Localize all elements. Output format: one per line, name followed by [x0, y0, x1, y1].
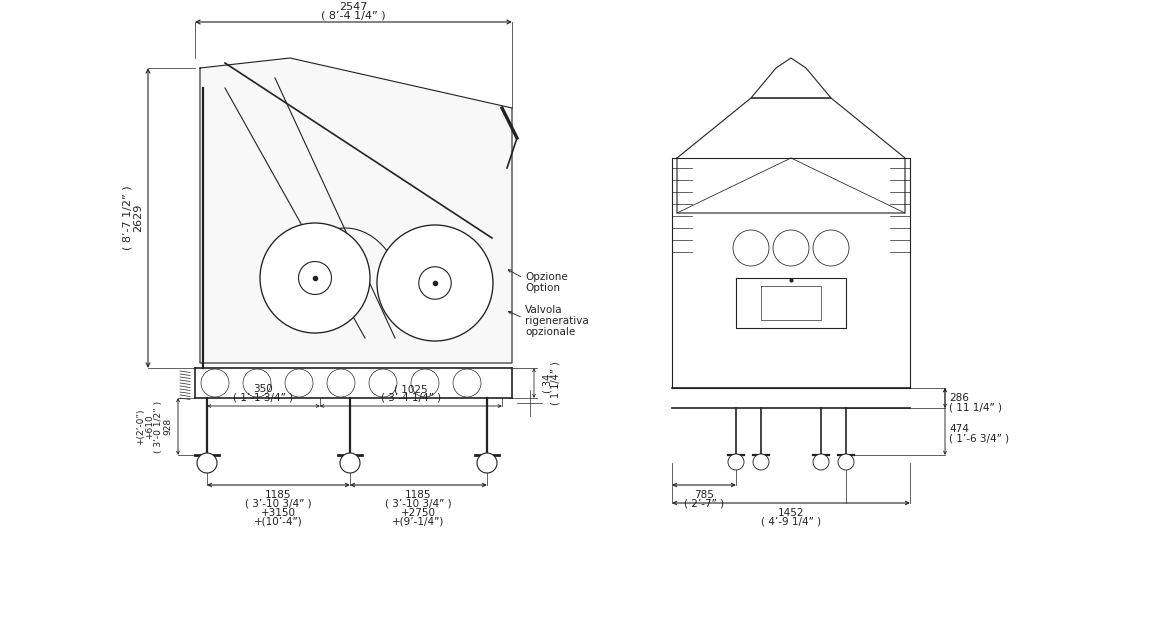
Text: 1185: 1185: [265, 490, 292, 500]
Circle shape: [261, 223, 371, 333]
Text: 286: 286: [950, 393, 969, 403]
Text: 350: 350: [254, 384, 273, 394]
Circle shape: [753, 454, 769, 470]
Text: ( 8’-4 1/4” ): ( 8’-4 1/4” ): [321, 11, 386, 21]
Text: +(10’-4”): +(10’-4”): [254, 517, 303, 527]
Circle shape: [340, 453, 360, 473]
Text: +(9’-1/4”): +(9’-1/4”): [393, 517, 445, 527]
Text: ( 34: ( 34: [542, 373, 552, 392]
Text: ( 2’-7” ): ( 2’-7” ): [684, 499, 724, 509]
Text: Opzione: Opzione: [525, 272, 567, 282]
Text: Valvola: Valvola: [525, 305, 563, 315]
Text: 1452: 1452: [778, 508, 805, 518]
Text: +3150: +3150: [261, 508, 296, 518]
Circle shape: [197, 453, 217, 473]
Text: 474: 474: [950, 425, 969, 434]
Text: ( 8’-7 1/2” ): ( 8’-7 1/2” ): [123, 185, 133, 250]
Circle shape: [477, 453, 497, 473]
Text: ( 3’-10 3/4” ): ( 3’-10 3/4” ): [245, 499, 312, 509]
Text: 785: 785: [694, 490, 714, 500]
Text: +610: +610: [146, 414, 154, 439]
Text: Option: Option: [525, 283, 560, 293]
Polygon shape: [200, 58, 512, 363]
Text: ( 11 1/4” ): ( 11 1/4” ): [950, 402, 1002, 412]
Text: +2750: +2750: [401, 508, 437, 518]
Text: rigenerativa: rigenerativa: [525, 316, 588, 326]
Text: ( 3’-4 1/4” ): ( 3’-4 1/4” ): [381, 393, 441, 403]
Circle shape: [813, 454, 829, 470]
Text: 2547: 2547: [339, 2, 368, 12]
Text: ( 1 1/4” ): ( 1 1/4” ): [551, 361, 560, 405]
Circle shape: [378, 225, 493, 341]
Circle shape: [838, 454, 853, 470]
Text: 2629: 2629: [133, 204, 142, 232]
Text: 1185: 1185: [405, 490, 432, 500]
Text: ( 4’-9 1/4” ): ( 4’-9 1/4” ): [761, 517, 821, 527]
Circle shape: [728, 454, 743, 470]
Text: ( 1’-6 3/4” ): ( 1’-6 3/4” ): [950, 434, 1009, 444]
Text: 928: 928: [163, 418, 173, 435]
Text: +(2’-0”): +(2’-0”): [137, 408, 146, 445]
Text: ( 3’-0 1/2” ): ( 3’-0 1/2” ): [154, 401, 163, 453]
Text: ( 1025: ( 1025: [394, 384, 427, 394]
Text: ( 1’-1 3/4” ): ( 1’-1 3/4” ): [234, 393, 294, 403]
Text: ( 3’-10 3/4” ): ( 3’-10 3/4” ): [386, 499, 452, 509]
Text: opzionale: opzionale: [525, 327, 576, 337]
